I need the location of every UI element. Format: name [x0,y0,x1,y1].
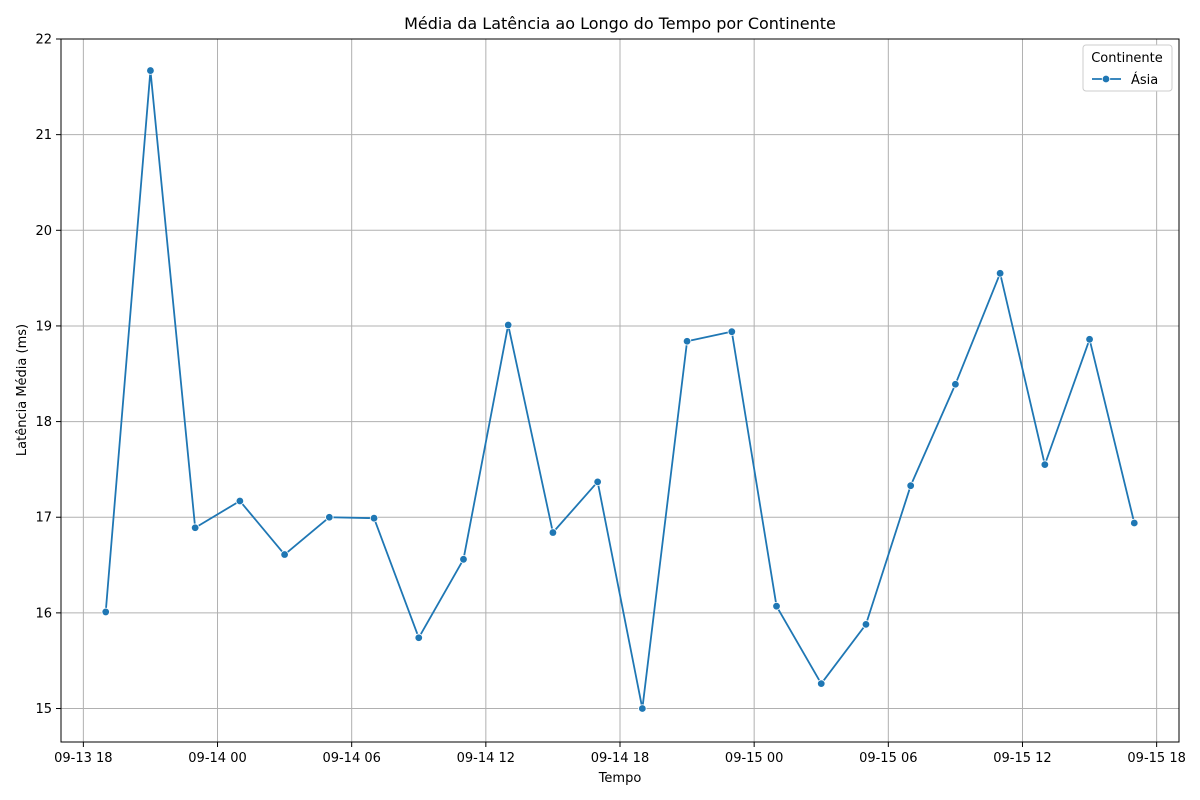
y-tick-label: 16 [35,606,52,621]
x-tick-label: 09-15 00 [725,751,783,766]
legend: Continente Ásia [1082,44,1173,92]
grid-lines [61,38,1179,742]
series-line-asia [104,69,1136,710]
data-point [369,513,379,523]
data-point [817,679,826,688]
data-point [101,607,110,617]
chart-title: Média da Latência ao Longo do Tempo por … [404,14,836,33]
x-tick-label: 09-14 06 [322,751,380,766]
data-point [146,66,155,75]
legend-marker-asia [1101,74,1111,84]
legend-title: Continente [1091,51,1163,66]
data-point [1130,518,1139,528]
data-point [548,528,558,537]
y-tick-label: 18 [35,415,52,430]
data-point [504,320,513,330]
data-point [951,380,960,389]
data-point [682,337,692,346]
x-axis-label: Tempo [598,771,642,786]
x-tick-label: 09-15 06 [859,751,917,766]
x-tick-label: 09-13 18 [54,751,112,766]
data-point [414,633,423,642]
y-tick-label: 17 [35,511,52,526]
y-tick-label: 21 [35,128,52,143]
x-tick-label: 09-15 12 [993,751,1051,766]
data-point [280,550,289,559]
data-point [459,555,468,564]
data-point [861,620,871,629]
axis-ticks: 09-13 18 09-14 00 09-14 06 09-14 12 09-14 18… [35,33,1185,767]
data-point [995,269,1005,278]
data-point [906,481,915,490]
y-tick-label: 20 [35,224,52,239]
data-point [727,327,736,336]
series-layer [101,66,1139,713]
y-tick-label: 22 [35,33,52,48]
x-tick-label: 09-15 18 [1127,751,1185,766]
data-point [190,523,200,532]
data-point [1040,460,1050,469]
y-tick-label: 19 [35,319,52,334]
data-point [772,601,781,611]
data-point [593,477,602,487]
x-tick-label: 09-14 12 [457,751,515,766]
y-tick-label: 15 [35,702,52,717]
data-point [325,513,334,522]
x-tick-label: 09-14 00 [188,751,246,766]
y-axis-label: Latência Média (ms) [15,324,30,456]
x-tick-label: 09-14 18 [591,751,649,766]
data-point [638,704,647,713]
legend-label-asia: Ásia [1131,72,1158,88]
data-point [235,496,245,506]
data-point [1085,335,1094,344]
